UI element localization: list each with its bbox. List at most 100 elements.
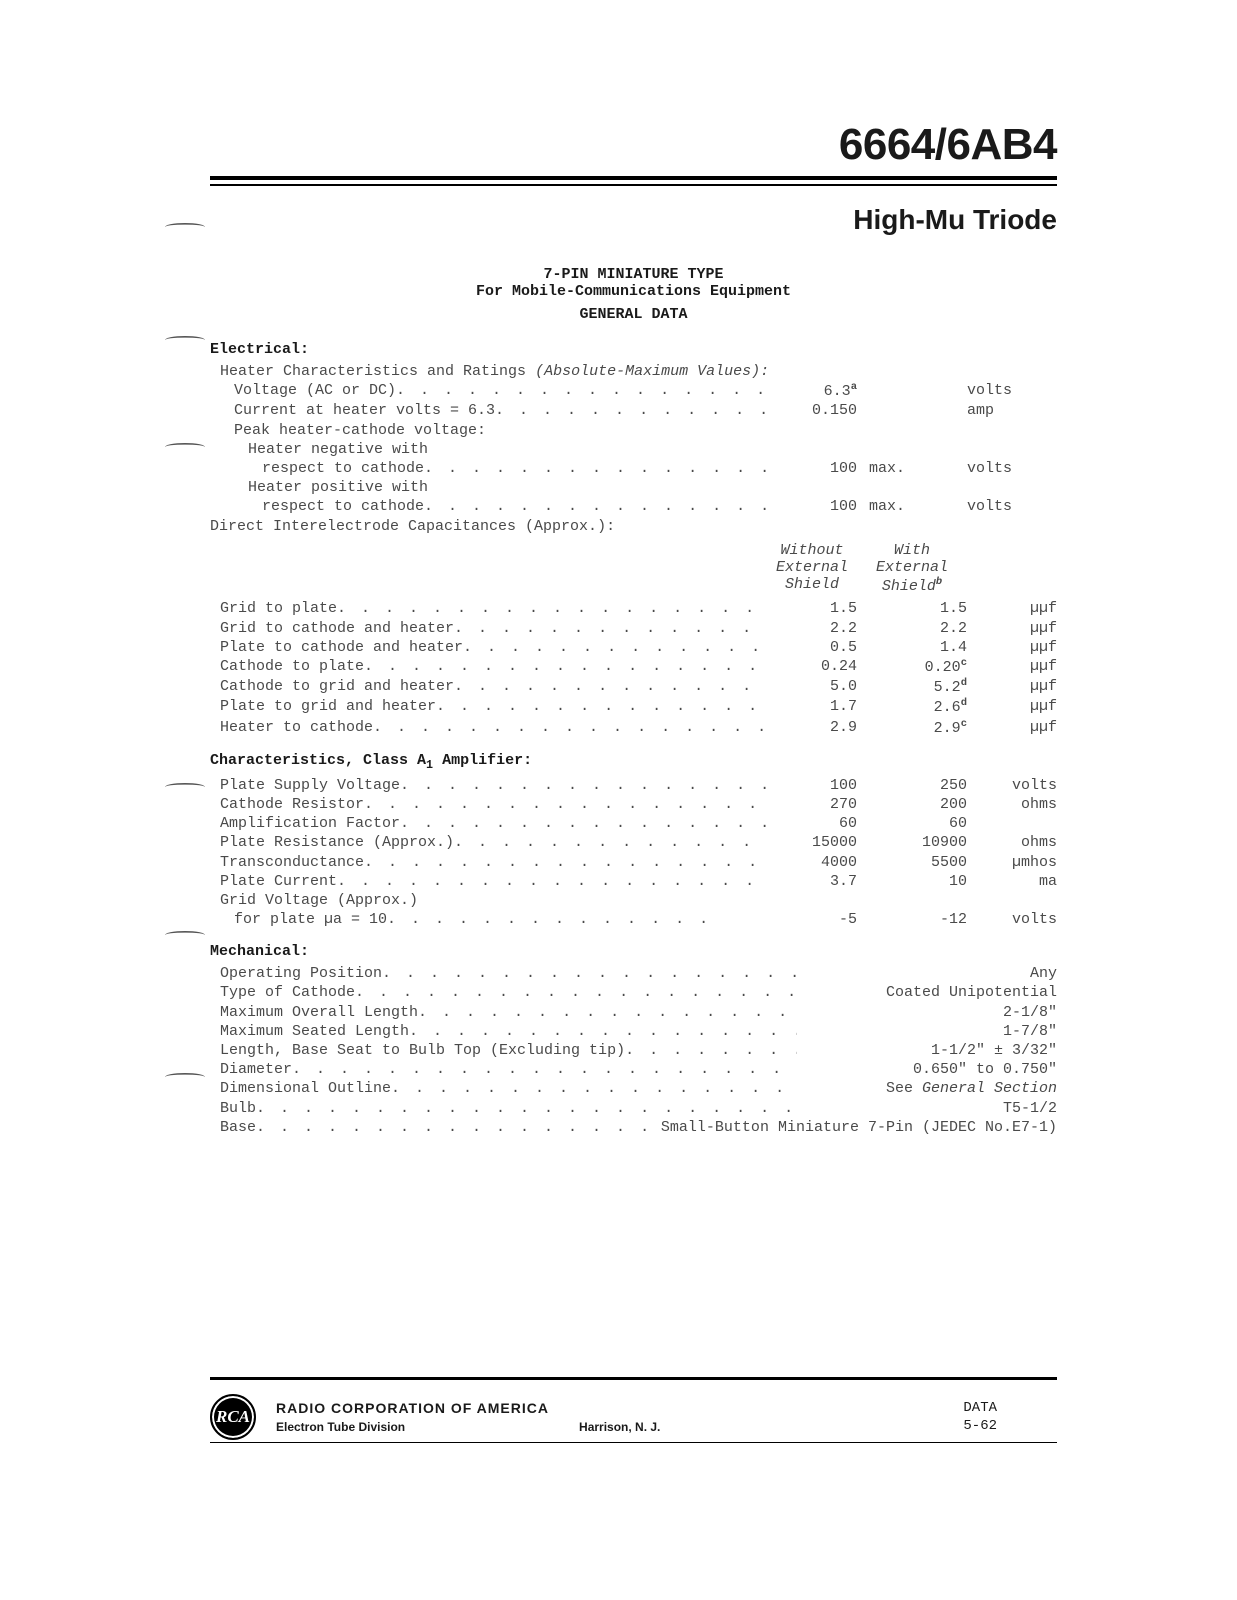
cap-unit: µµf — [967, 718, 1057, 738]
footer-corp: RADIO CORPORATION OF AMERICA — [276, 1400, 549, 1416]
spec-label: Voltage (AC or DC) — [234, 381, 396, 401]
mech-label: Diameter — [220, 1060, 292, 1079]
char-label: Cathode Resistor — [220, 795, 364, 814]
cap-intro: Direct Interelectrode Capacitances (Appr… — [210, 517, 1057, 536]
char-label: Amplification Factor — [220, 814, 400, 833]
cap-unit: µµf — [967, 599, 1057, 618]
char-unit: ma — [967, 872, 1057, 891]
spec-unit: volts — [967, 381, 1057, 401]
footer-location: Harrison, N. J. — [579, 1420, 660, 1434]
char-val2: 10900 — [857, 833, 967, 852]
cap-val2: 1.4 — [857, 638, 967, 657]
cap-head1-l1: Without — [767, 542, 857, 559]
footer-data-label: DATA — [963, 1399, 997, 1417]
mech-label: Maximum Seated Length — [220, 1022, 409, 1041]
char-val1: 15000 — [767, 833, 857, 852]
class-a-heading2: Amplifier: — [433, 752, 532, 769]
mech-label: Operating Position — [220, 964, 382, 983]
footer-division: Electron Tube Division — [276, 1420, 405, 1434]
grid-v-label1: Grid Voltage (Approx.) — [220, 891, 1057, 910]
class-a-sub: 1 — [426, 758, 433, 772]
cap-head1-l3: Shield — [767, 576, 857, 593]
mech-label: Base — [220, 1118, 256, 1137]
cap-val2: 5.2d — [857, 677, 967, 697]
peak-neg-line2: respect to cathode — [262, 459, 424, 478]
spec-label: Current at heater volts = 6.3 — [234, 401, 495, 420]
page-footer: RCA RADIO CORPORATION OF AMERICA Electro… — [210, 1377, 1057, 1440]
char-unit: ohms — [967, 795, 1057, 814]
char-unit: ohms — [967, 833, 1057, 852]
mech-label: Bulb — [220, 1099, 256, 1118]
char-val2: 200 — [857, 795, 967, 814]
spec-value: 6.3a — [767, 381, 857, 401]
char-val1: 100 — [767, 776, 857, 795]
grid-v-c1: -5 — [767, 910, 857, 929]
cap-val2: 2.6d — [857, 697, 967, 717]
peak-neg-line1: Heater negative with — [220, 440, 1057, 459]
heater-intro: Heater Characteristics and Ratings — [220, 363, 526, 380]
cap-unit: µµf — [967, 619, 1057, 638]
mech-label: Length, Base Seat to Bulb Top (Excluding… — [220, 1041, 625, 1060]
char-val2: 250 — [857, 776, 967, 795]
cap-unit: µµf — [967, 697, 1057, 717]
footer-rule — [210, 1442, 1057, 1443]
cap-label: Cathode to plate — [220, 657, 364, 677]
cap-label: Plate to grid and heater — [220, 697, 436, 717]
peak-neg-unit: volts — [967, 459, 1057, 478]
general-data-line: GENERAL DATA — [210, 306, 1057, 323]
char-unit: µmhos — [967, 853, 1057, 872]
peak-pos-line2: respect to cathode — [262, 497, 424, 516]
cap-label: Cathode to grid and heater — [220, 677, 454, 697]
title-rule — [210, 176, 1057, 186]
cap-val1: 0.24 — [767, 657, 857, 677]
spec-value: 0.150 — [767, 401, 857, 420]
heater-block: Heater Characteristics and Ratings (Abso… — [220, 362, 1057, 517]
cap-val1: 0.5 — [767, 638, 857, 657]
cap-label: Plate to cathode and heater — [220, 638, 463, 657]
cap-head2-l1: With — [857, 542, 967, 559]
mech-value: Any — [797, 964, 1057, 983]
mech-label: Type of Cathode — [220, 983, 355, 1002]
peak-pos-line1: Heater positive with — [220, 478, 1057, 497]
peak-neg-val: 100 — [767, 459, 857, 478]
mech-label: Dimensional Outline — [220, 1079, 391, 1098]
peak-pos-val: 100 — [767, 497, 857, 516]
peak-pos-unit: volts — [967, 497, 1057, 516]
spec-unit: amp — [967, 401, 1057, 420]
char-val1: 4000 — [767, 853, 857, 872]
cap-val1: 2.2 — [767, 619, 857, 638]
cap-val1: 2.9 — [767, 718, 857, 738]
peak-neg-max: max. — [857, 459, 967, 478]
char-val1: 3.7 — [767, 872, 857, 891]
char-val1: 60 — [767, 814, 857, 833]
mech-value: 2-1/8" — [797, 1003, 1057, 1022]
cap-unit: µµf — [967, 657, 1057, 677]
mech-value: 1-7/8" — [797, 1022, 1057, 1041]
mech-value: See General Section — [797, 1079, 1057, 1098]
tube-type: High-Mu Triode — [210, 204, 1057, 236]
equipment-line: For Mobile-Communications Equipment — [210, 283, 1057, 300]
peak-heater-label: Peak heater-cathode voltage: — [220, 421, 1057, 440]
cap-val2: 2.2 — [857, 619, 967, 638]
cap-label: Grid to plate — [220, 599, 337, 618]
grid-v-unit: volts — [967, 910, 1057, 929]
mech-label: Maximum Overall Length — [220, 1003, 418, 1022]
mech-value: Coated Unipotential — [797, 983, 1057, 1002]
cap-header-row: Without External Shield With External Sh… — [220, 542, 1057, 596]
char-val2: 5500 — [857, 853, 967, 872]
mech-value: 0.650" to 0.750" — [797, 1060, 1057, 1079]
cap-val2: 1.5 — [857, 599, 967, 618]
char-label: Transconductance — [220, 853, 364, 872]
grid-v-c2: -12 — [857, 910, 967, 929]
electrical-heading: Electrical: — [210, 341, 1057, 358]
cap-head1-l2: External — [767, 559, 857, 576]
rca-logo: RCA — [210, 1394, 256, 1440]
cap-head2-note: b — [936, 576, 942, 588]
pin-type-line: 7-PIN MINIATURE TYPE — [210, 266, 1057, 283]
cap-label: Grid to cathode and heater — [220, 619, 454, 638]
char-val2: 10 — [857, 872, 967, 891]
mech-value: T5-1/2 — [797, 1099, 1057, 1118]
mechanical-heading: Mechanical: — [210, 943, 1057, 960]
cap-val1: 1.7 — [767, 697, 857, 717]
heater-intro-italic: (Absolute-Maximum Values): — [535, 363, 769, 380]
